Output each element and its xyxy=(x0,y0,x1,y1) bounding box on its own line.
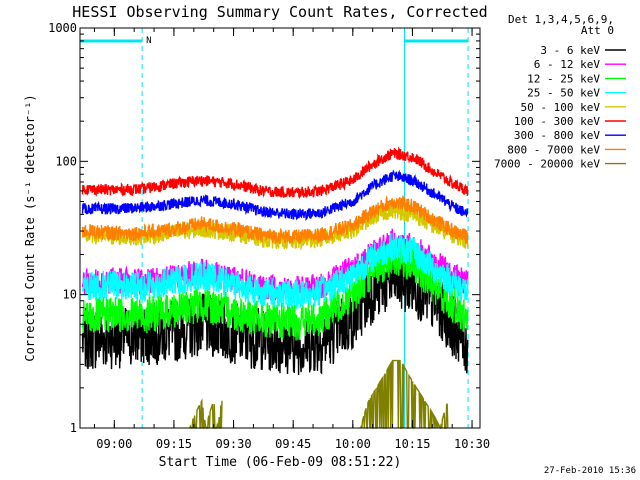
legend-label: 50 - 100 keV xyxy=(521,101,601,114)
legend-label: 3 - 6 keV xyxy=(540,44,600,57)
legend-label: 6 - 12 keV xyxy=(534,58,601,71)
x-tick-label: 09:30 xyxy=(215,437,251,451)
legend-header: Det 1,3,4,5,6,9, xyxy=(508,13,614,26)
series-line xyxy=(81,238,469,341)
x-tick-label: 10:15 xyxy=(394,437,430,451)
series-line xyxy=(81,169,469,222)
x-tick-label: 09:00 xyxy=(96,437,132,451)
x-tick-label: 09:45 xyxy=(275,437,311,451)
axis-layer: 1 10 100 1000 09:00 09:15 09:30 09:45 10:00 10:15… xyxy=(48,21,490,451)
legend-label: 7000 - 20000 keV xyxy=(494,158,600,171)
series-line xyxy=(81,195,469,245)
legend-label: 800 - 7000 keV xyxy=(507,143,600,156)
series-layer xyxy=(81,146,469,430)
plot-frame xyxy=(79,27,481,429)
night-period-layer: N xyxy=(79,28,469,428)
series-300-800-kev xyxy=(81,169,469,222)
y-axis-label: Corrected Count Rate (s⁻¹ detector⁻¹) xyxy=(23,94,37,361)
x-axis-label: Start Time (06-Feb-09 08:51:22) xyxy=(159,455,402,470)
y-tick-label: 1 xyxy=(70,421,77,435)
series-25-50-kev xyxy=(81,232,469,309)
chart-title: HESSI Observing Summary Count Rates, Cor… xyxy=(72,3,487,21)
series-line xyxy=(81,232,469,309)
series-100-300-kev xyxy=(81,146,469,199)
night-flag-label: N xyxy=(146,36,151,46)
x-tick-label: 10:00 xyxy=(335,437,371,451)
series-line xyxy=(81,146,469,199)
legend-label: 12 - 25 keV xyxy=(527,72,600,85)
y-tick-label: 1000 xyxy=(48,21,77,35)
series-12-25-kev xyxy=(81,238,469,341)
legend-header: Att 0 xyxy=(581,24,614,37)
footer-date: 27-Feb-2010 15:36 xyxy=(544,466,636,476)
series-line xyxy=(81,248,469,376)
legend-label: 100 - 300 keV xyxy=(514,115,600,128)
series-7000-20000-kev xyxy=(189,359,449,430)
series-line xyxy=(189,359,449,430)
x-tick-label: 10:30 xyxy=(454,437,490,451)
legend-label: 25 - 50 keV xyxy=(527,87,600,100)
y-tick-label: 100 xyxy=(55,154,77,168)
series-800-7000-kev xyxy=(81,195,469,245)
series-3-6-kev xyxy=(81,248,469,376)
x-tick-label: 09:15 xyxy=(156,437,192,451)
legend-label: 300 - 800 keV xyxy=(514,129,600,142)
y-tick-label: 10 xyxy=(63,288,77,302)
